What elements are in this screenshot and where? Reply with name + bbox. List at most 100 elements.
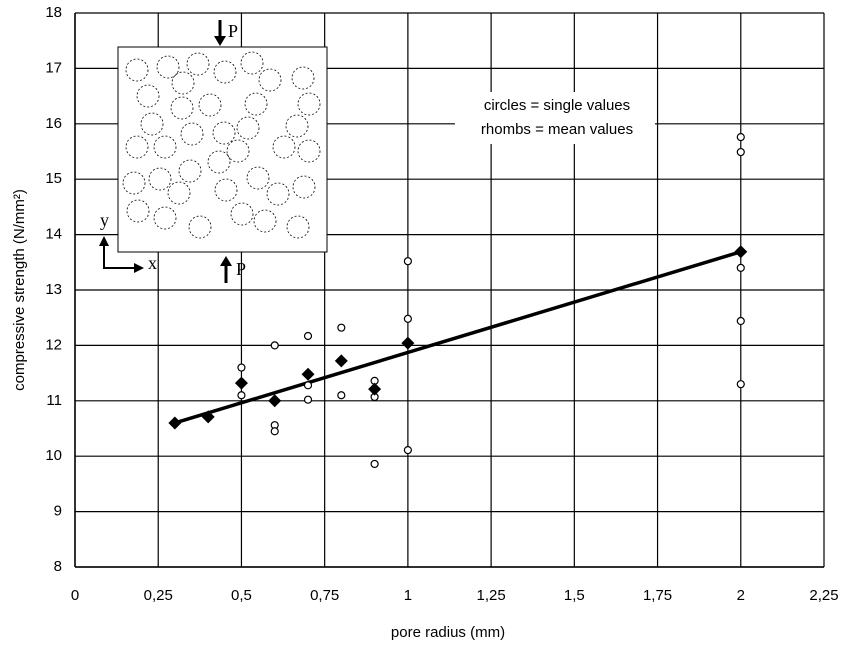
single-value [237,363,246,372]
single-value [270,341,279,350]
pore [297,139,321,163]
pore [122,171,146,195]
pore [178,159,202,183]
x-tick-label: 0,75 [310,587,339,604]
x-tick-label: 1,25 [477,587,506,604]
pore [246,166,270,190]
y-tick-label: 15 [45,170,62,187]
mean-value [734,245,748,259]
mean-value [301,367,315,381]
y-tick-label: 17 [45,59,62,76]
y-tick-label: 10 [45,447,62,464]
pore [230,202,254,226]
pore [226,139,250,163]
x-axis-label: pore radius (mm) [391,624,505,641]
pore [198,93,222,117]
pore [213,60,237,84]
single-value [270,427,279,436]
y-tick-label: 14 [45,226,62,243]
mean-value [368,382,382,396]
y-tick-label: 11 [46,392,62,409]
arrow-head [220,256,232,266]
inset-label: P [228,21,238,41]
y-tick-label: 16 [45,115,62,132]
y-tick-label: 12 [45,336,62,353]
trend-line [174,250,742,425]
pore [125,135,149,159]
y-axis-label: compressive strength (N/mm²) [11,189,28,391]
annotation: circles = single values [484,97,630,114]
pore [285,114,309,138]
single-value [403,446,412,455]
single-value [736,263,745,272]
single-value [303,381,313,390]
single-value [736,147,745,157]
y-tick-label: 9 [54,503,62,520]
pore [125,58,149,82]
inset-label: x [148,253,157,273]
pore [292,175,316,199]
single-value [337,391,346,400]
mean-value [268,394,282,408]
x-tick-label: 0,25 [144,587,173,604]
annotation-box [455,92,655,144]
single-value [303,331,313,341]
single-value [370,459,379,469]
pore [167,181,191,205]
y-tick-label: 18 [45,4,62,21]
pore [156,55,180,79]
pore [240,51,264,75]
pore [272,135,296,159]
mean-value [401,336,415,350]
arrow-head [99,236,109,246]
pore [214,178,238,202]
pore [258,68,282,92]
inset-label: y [100,210,109,230]
single-value [403,314,412,323]
pore [212,121,236,145]
pore [171,71,195,95]
x-tick-label: 1,75 [643,587,672,604]
pore [286,215,310,239]
mean-value [168,416,182,430]
pore [140,112,164,136]
inset-label: P [236,259,246,279]
mean-value [234,376,248,390]
pore [253,209,277,233]
single-value [403,257,412,266]
inset-box [117,46,328,253]
x-tick-label: 0,5 [231,587,252,604]
single-value [337,323,346,332]
mean-value [334,354,348,368]
pore [153,135,177,159]
pore [244,92,268,116]
pore [297,92,321,116]
pore [236,116,260,140]
y-tick-label: 8 [54,558,62,575]
single-value [736,132,745,142]
single-value [303,395,313,404]
y-tick-label: 13 [45,281,62,298]
pore [153,206,177,230]
pore [266,182,290,206]
mean-value [201,410,215,424]
pore [126,199,150,223]
pore [148,167,172,191]
x-tick-label: 1,5 [564,587,585,604]
arrow-head [214,36,226,46]
pore [136,84,160,108]
arrow-head [134,263,144,273]
pore [188,215,212,239]
pore [186,52,210,76]
annotation: rhombs = mean values [481,121,633,138]
single-value [736,316,745,326]
single-value [736,380,745,389]
x-tick-label: 0 [71,587,79,604]
inset: P P y x [99,20,328,283]
x-tick-label: 1 [404,587,412,604]
single-value [237,391,246,400]
pore [207,150,231,174]
grid-layer [74,12,825,568]
pore [291,66,315,90]
